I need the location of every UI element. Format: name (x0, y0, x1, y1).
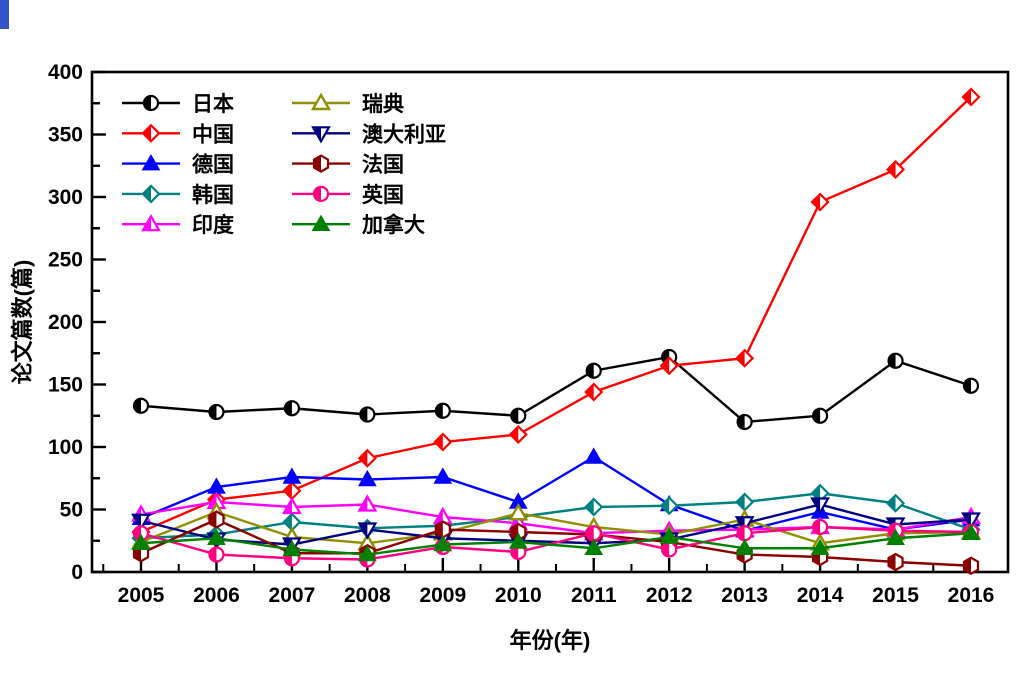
legend-label: 印度 (192, 213, 234, 237)
legend-item-韩国: 韩国 (122, 183, 234, 207)
x-tick-label: 2011 (571, 584, 617, 607)
window-edge-fragment (0, 0, 9, 29)
x-tick-label: 2014 (797, 584, 844, 607)
y-axis-title: 论文篇数(篇) (10, 260, 35, 385)
y-tick-label: 200 (48, 311, 83, 334)
y-tick-label: 150 (48, 374, 83, 397)
y-tick-label: 50 (60, 499, 83, 522)
series-中国 (131, 87, 981, 542)
legend-item-中国: 中国 (122, 123, 234, 146)
legend-item-德国: 德国 (122, 153, 234, 177)
legend-item-日本: 日本 (122, 93, 234, 116)
legend-label: 日本 (192, 93, 234, 116)
legend-label: 韩国 (192, 183, 234, 207)
legend-label: 英国 (362, 184, 404, 207)
x-tick-label: 2006 (193, 584, 240, 607)
legend-item-印度: 印度 (122, 213, 234, 237)
y-tick-label: 300 (48, 186, 83, 209)
legend-item-澳大利亚: 澳大利亚 (292, 122, 446, 146)
x-tick-label: 2010 (495, 584, 542, 607)
legend-label: 德国 (192, 153, 234, 177)
legend-label: 澳大利亚 (362, 122, 446, 146)
y-tick-label: 400 (48, 61, 83, 84)
plot-frame (90, 70, 1010, 574)
x-tick-label: 2009 (419, 584, 466, 607)
x-tick-label: 2013 (721, 584, 768, 607)
legend-item-英国: 英国 (292, 184, 404, 207)
x-axis-title: 年份(年) (510, 628, 591, 653)
x-tick-label: 2012 (646, 584, 693, 607)
x-tick-label: 2015 (872, 584, 919, 607)
legend-label: 加拿大 (361, 213, 425, 237)
series-德国 (131, 447, 981, 538)
legend-item-法国: 法国 (292, 153, 404, 177)
x-tick-label: 2007 (269, 584, 316, 607)
legend-label: 瑞典 (362, 92, 404, 116)
legend-label: 中国 (192, 123, 234, 146)
x-tick-label: 2005 (118, 584, 165, 607)
series-加拿大 (131, 523, 981, 562)
legend-item-瑞典: 瑞典 (292, 92, 404, 116)
x-tick-label: 2008 (344, 584, 391, 607)
y-tick-label: 0 (71, 561, 83, 584)
series-日本 (132, 348, 980, 431)
y-tick-label: 350 (48, 124, 83, 147)
y-tick-label: 250 (48, 249, 83, 272)
y-tick-label: 100 (48, 436, 83, 459)
legend-label: 法国 (362, 153, 404, 177)
x-tick-label: 2016 (948, 584, 995, 607)
legend-item-加拿大: 加拿大 (292, 213, 425, 237)
